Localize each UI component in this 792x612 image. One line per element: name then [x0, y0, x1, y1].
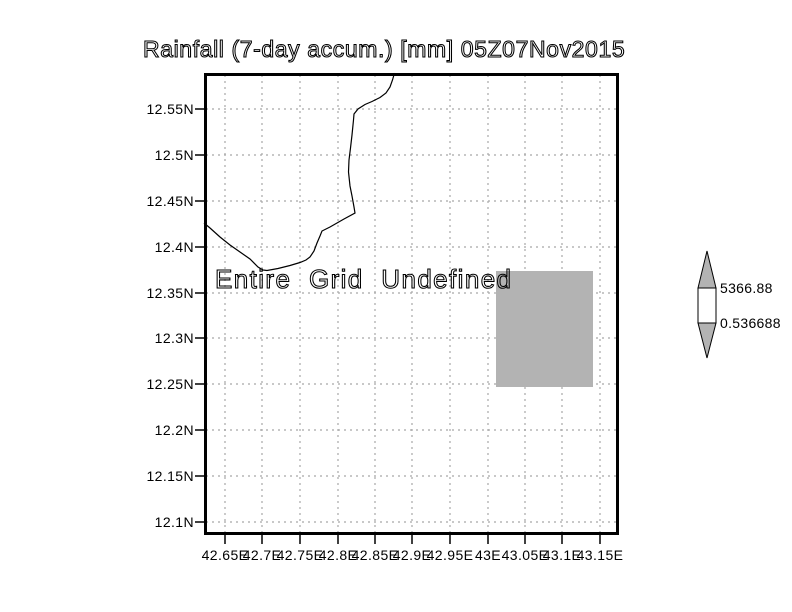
lon-tick-label: 43E [474, 547, 502, 563]
colorbar-mid-band [697, 287, 717, 324]
lat-tick-label: 12.45N [146, 193, 194, 209]
lon-tick-label: 43.05E [501, 547, 549, 563]
plot-frame [204, 73, 619, 535]
lat-tick-label: 12.1N [154, 514, 194, 530]
colorbar-top-arrow-icon [697, 250, 717, 289]
colorbar-bottom-arrow-icon [697, 322, 717, 359]
lat-tick-label: 12.3N [154, 330, 194, 346]
coastline-path [203, 72, 396, 272]
lat-tick-label: 12.25N [146, 376, 194, 392]
chart-title: Rainfall (7-day accum.) [mm] 05Z07Nov201… [142, 35, 626, 62]
lon-tick-label: 43.1E [542, 547, 582, 563]
lat-tick-label: 12.15N [146, 468, 194, 484]
colorbar-min-value: 0.536688 [720, 315, 781, 331]
lon-tick-label: 43.15E [576, 547, 624, 563]
lon-tick-label: 42.85E [351, 547, 399, 563]
undefined-region-shade [496, 271, 593, 387]
lon-tick-label: 42.95E [426, 547, 474, 563]
lat-tick-label: 12.4N [154, 239, 194, 255]
colorbar [697, 250, 717, 359]
lat-tick-label: 12.55N [146, 101, 194, 117]
lon-tick-label: 42.7E [242, 547, 282, 563]
colorbar-max-value: 5366.88 [720, 280, 773, 296]
lat-tick-label: 12.35N [146, 285, 194, 301]
lon-tick-label: 42.75E [276, 547, 324, 563]
lat-tick-label: 12.2N [154, 422, 194, 438]
axis-tick-marks [195, 108, 601, 544]
lat-tick-label: 12.5N [154, 147, 194, 163]
entire-grid-undefined-text: Entire Grid Undefined [214, 263, 513, 294]
lon-tick-label: 42.8E [318, 547, 358, 563]
lon-tick-label: 42.9E [392, 547, 432, 563]
lon-tick-label: 42.65E [201, 547, 249, 563]
